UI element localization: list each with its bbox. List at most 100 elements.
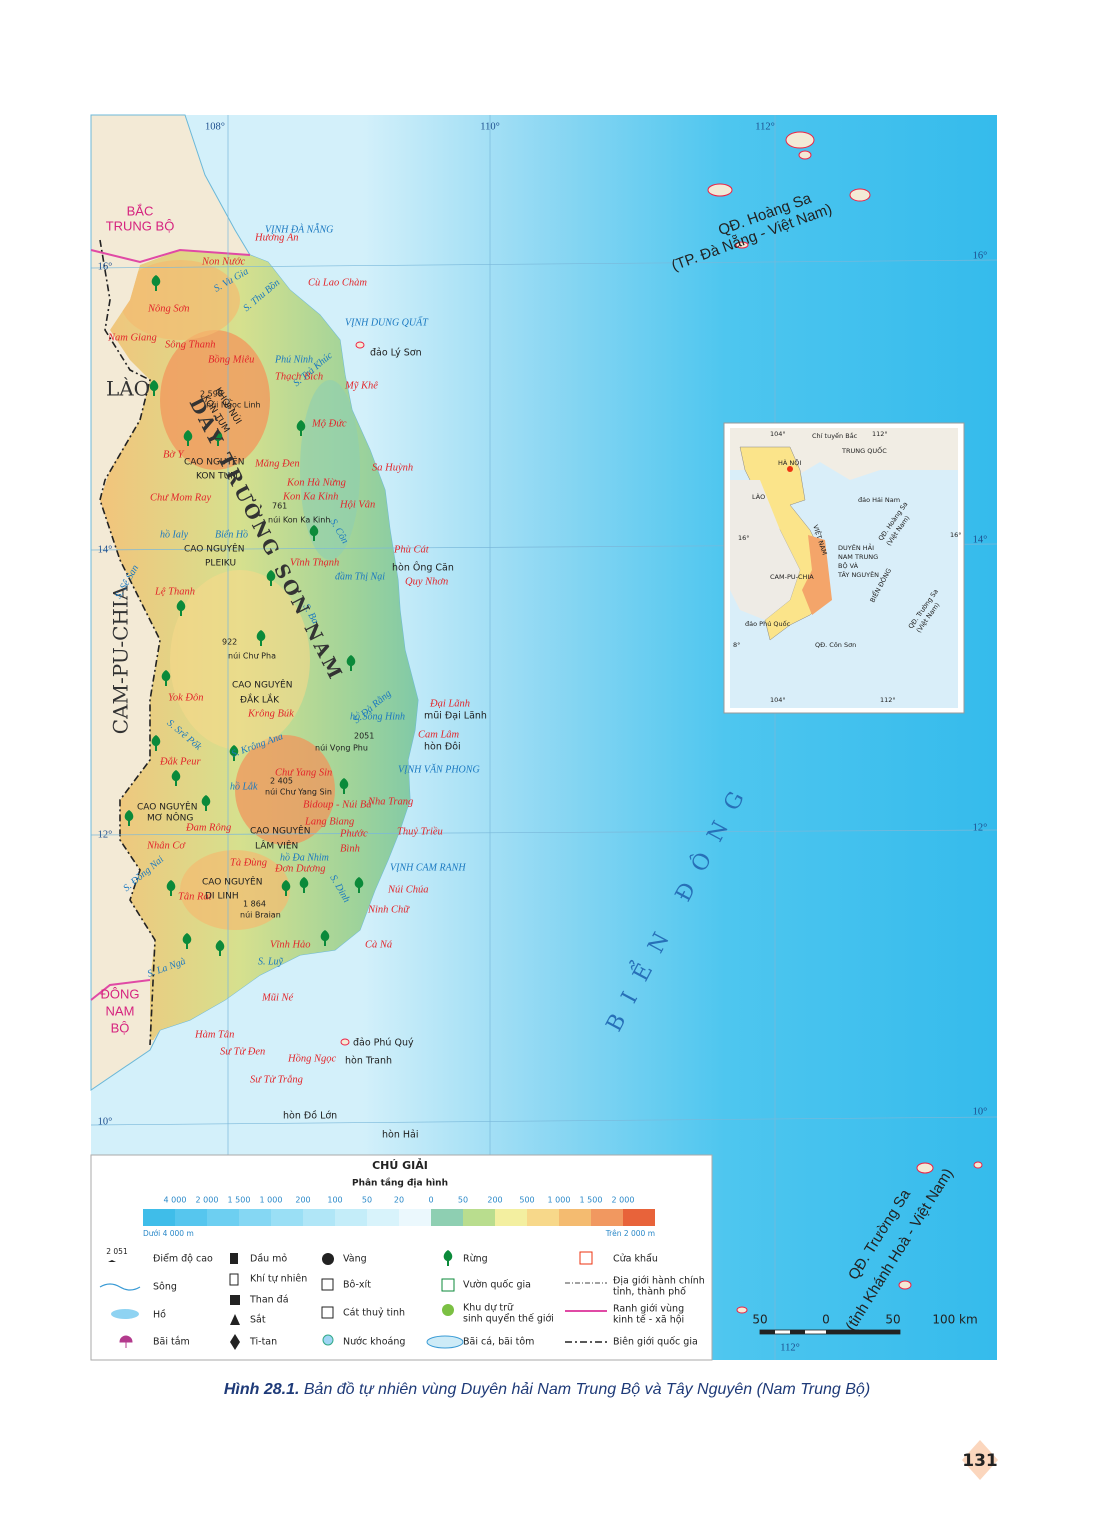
inset-label: BỘ VÀ: [838, 561, 859, 570]
coordinate-label: 10°: [98, 1116, 113, 1127]
place-label: Nha Trang: [367, 796, 413, 807]
place-label: hồ Lắk: [230, 781, 258, 792]
place-label: Đắk Peur: [159, 756, 201, 767]
legend-low-end: Dưới 4 000 m: [143, 1229, 194, 1238]
elevation-level: 50: [458, 1196, 468, 1205]
place-label: KON TUM: [196, 472, 238, 482]
legend-item: Than đá: [249, 1295, 289, 1306]
place-label: Bờ Y: [163, 449, 185, 460]
place-label: hồ Sông Hinh: [350, 711, 405, 722]
place-label: Nam Giang: [107, 332, 157, 343]
place-label: Hàm Tân: [194, 1029, 234, 1040]
inset-label: NAM TRUNG: [838, 553, 878, 561]
inset-label: Chí tuyến Bắc: [812, 431, 858, 440]
place-label: Mũi Né: [261, 992, 295, 1003]
inset-label: 8°: [733, 641, 740, 649]
region-boundary: [90, 979, 151, 1001]
inset-capital: [787, 466, 793, 472]
inset-label: HÀ NỘI: [778, 458, 801, 467]
place-label: Phú Ninh: [274, 354, 313, 365]
place-label: 1 864: [243, 900, 266, 909]
legend-item: Dầu mỏ: [250, 1254, 287, 1265]
region-label: BẮC: [127, 203, 154, 218]
place-label: Kon Hà Nừng: [286, 477, 346, 488]
page-number-badge: [962, 1440, 998, 1480]
place-label: Đam Rông: [185, 822, 231, 833]
elevation-swatch: [143, 1209, 175, 1226]
place-label: Vĩnh Thạnh: [290, 557, 339, 568]
elevation-level: 4 000: [164, 1196, 187, 1205]
legend-item: Ranh giới vùng: [613, 1304, 684, 1315]
inset-region: [802, 535, 832, 615]
place-label: Mỹ Khê: [344, 380, 378, 391]
place-label: Thuỷ Triều: [397, 826, 443, 837]
inset-label: 104°: [770, 696, 786, 704]
elevation-level: 1 000: [260, 1196, 283, 1205]
place-label: hòn Ông Căn: [392, 562, 454, 574]
legend-item: Bô-xít: [343, 1280, 371, 1291]
elevation-swatch: [591, 1209, 623, 1226]
elevation-level: 50: [362, 1196, 372, 1205]
scale-bar: [759, 1329, 901, 1335]
place-label: Cam Lâm: [418, 729, 460, 740]
place-label: hòn Hải: [382, 1130, 418, 1141]
place-label: MƠ NÔNG: [147, 812, 193, 824]
place-label: đầm Thị Nại: [335, 571, 385, 582]
place-label: Sư Tử Đen: [220, 1046, 265, 1057]
place-label: Hồng Ngọc: [287, 1053, 336, 1064]
inset-label: 112°: [880, 696, 896, 704]
inset-label: 16°: [738, 534, 750, 542]
place-label: hòn Tranh: [345, 1056, 392, 1067]
legend-item: Cửa khẩu: [613, 1254, 658, 1265]
place-label: Chư Yang Sin: [275, 767, 332, 778]
place-label: 2 405: [270, 777, 293, 786]
legend-item: Hồ: [153, 1310, 166, 1321]
inset-neighbors: [730, 480, 800, 620]
inset-label: 16°: [950, 531, 962, 539]
place-label: hồ Ialy: [160, 529, 189, 540]
place-label: Lang Biang: [304, 816, 354, 827]
place-label: hòn Đồ Lớn: [283, 1111, 337, 1122]
region-label: BỘ: [111, 1020, 130, 1035]
legend-item: tỉnh, thành phố: [613, 1287, 686, 1298]
place-label: núi Chư Pha: [228, 652, 276, 661]
place-label: Nông Sơn: [147, 303, 189, 314]
coordinate-label: 16°: [973, 250, 988, 261]
elevation-level: 2 000: [196, 1196, 219, 1205]
legend-item: Sắt: [250, 1315, 266, 1326]
region-label: LÀO: [106, 377, 150, 401]
elevation-swatch: [495, 1209, 527, 1226]
place-label: CAO NGUYÊN: [137, 801, 197, 813]
place-label: Măng Đen: [254, 458, 300, 469]
coordinate-label: 112°: [755, 121, 775, 132]
legend-item: Khí tự nhiên: [250, 1274, 307, 1285]
place-label: Cà Ná: [365, 939, 393, 950]
elevation-swatch: [463, 1209, 495, 1226]
coordinate-label: 16°: [98, 261, 113, 272]
legend-item: Cát thuỷ tinh: [343, 1308, 405, 1319]
place-label: 761: [272, 502, 287, 511]
place-label: Phù Cát: [393, 544, 430, 555]
region-label: TRUNG BỘ: [106, 218, 175, 233]
legend-title: CHÚ GIẢI: [372, 1158, 428, 1172]
place-label: DI LINH: [205, 892, 239, 902]
place-label: Non Nước: [201, 256, 245, 267]
region-label: NAM: [106, 1003, 135, 1018]
place-label: Phước: [339, 828, 368, 839]
legend-item: Khu dự trữ: [463, 1303, 514, 1314]
place-label: Bồng Miêu: [208, 354, 254, 365]
place-label: Bình: [340, 843, 360, 854]
legend-item: Rừng: [463, 1254, 488, 1265]
place-label: Hương An: [254, 232, 299, 243]
elevation-level: 0: [428, 1196, 433, 1205]
place-label: núi Vọng Phu: [315, 744, 368, 753]
legend-item: sinh quyển thế giới: [463, 1314, 554, 1325]
coordinate-label: 14°: [98, 544, 113, 555]
region-boundary: [90, 248, 251, 264]
legend-item: Vàng: [343, 1254, 367, 1265]
coordinate-label: 12°: [98, 829, 113, 840]
place-label: Nhân Cơ: [146, 840, 186, 851]
place-label: Sa Huỳnh: [372, 462, 413, 473]
legend-box: [90, 1154, 713, 1361]
